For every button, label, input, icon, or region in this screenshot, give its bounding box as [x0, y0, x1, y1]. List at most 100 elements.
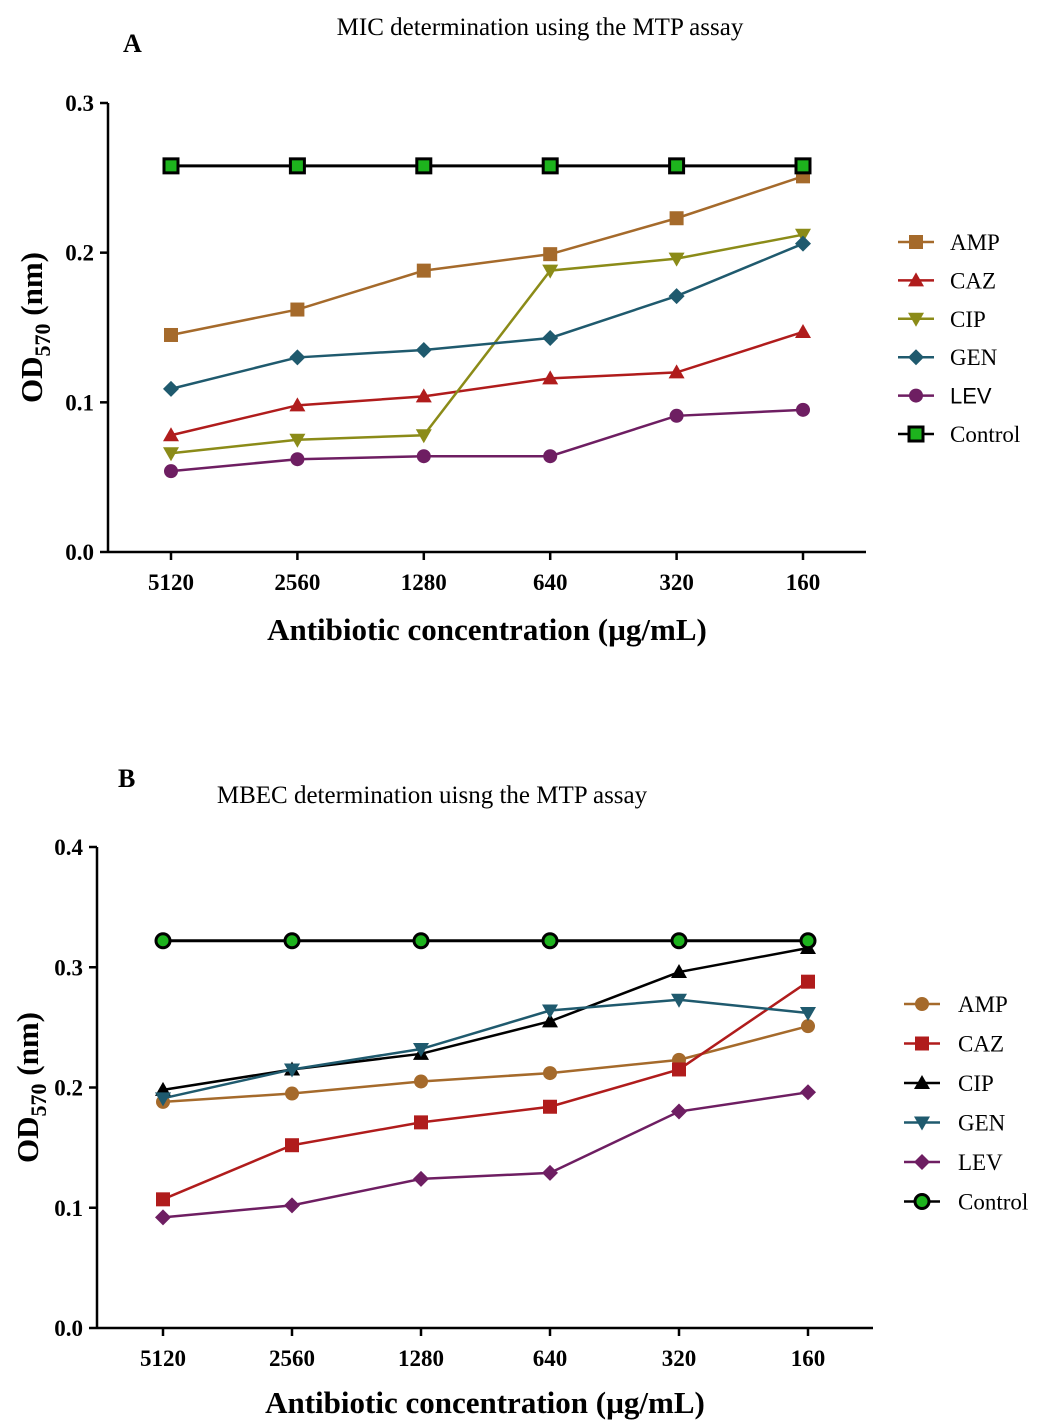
legend-marker-gen — [914, 1116, 930, 1131]
data-point-amp — [669, 211, 684, 226]
panel-letter: A — [123, 29, 142, 58]
series-gen — [163, 235, 811, 397]
x-tick-label: 640 — [533, 570, 568, 595]
data-point-caz — [414, 1115, 428, 1130]
y-axis-label-sub: 570 — [30, 323, 55, 356]
data-point-control — [541, 157, 559, 175]
legend-label-lev: LEV — [950, 384, 992, 409]
data-point-lev — [164, 464, 178, 479]
data-point-amp — [414, 1074, 428, 1089]
legend-label-cip: CIP — [958, 1071, 994, 1096]
data-point-control — [283, 932, 301, 950]
legend-label-control: Control — [950, 422, 1020, 447]
series-line-caz — [162, 980, 809, 1201]
series-gen — [155, 993, 816, 1107]
data-point-lev — [542, 1164, 558, 1181]
legend-marker-caz — [908, 272, 924, 287]
y-tick-label: 0.3 — [54, 955, 83, 980]
data-point-gen — [163, 380, 179, 397]
y-axis-label: OD570 (nm) — [14, 252, 55, 403]
data-point-caz — [543, 1099, 557, 1114]
y-tick-label: 0.3 — [65, 91, 94, 116]
data-point-gen — [284, 1063, 300, 1078]
legend-label-lev: LEV — [958, 1150, 1003, 1175]
data-point-lev — [155, 1209, 171, 1226]
legend-marker-amp — [909, 235, 923, 249]
chart-panel-b: B MBEC determination uisng the MTP assay 0… — [10, 764, 1028, 1420]
series-line-cip — [162, 946, 809, 1092]
data-point-control — [288, 157, 306, 175]
y-axis-label-sub: 570 — [26, 1083, 51, 1116]
x-tick-label: 5120 — [140, 1346, 186, 1371]
data-point-amp — [164, 327, 178, 342]
data-point-cip — [542, 1013, 558, 1028]
x-tick-label: 2560 — [269, 1346, 315, 1371]
legend: AMP CAZ CIP GEN LEV Control — [898, 230, 1020, 447]
series-lev — [155, 1084, 816, 1226]
series-line-amp — [170, 175, 804, 337]
data-point-gen — [668, 288, 685, 305]
y-tick-label: 0.1 — [65, 390, 94, 415]
data-point-control — [668, 157, 686, 175]
data-point-gen — [542, 1004, 558, 1019]
x-axis-label: Antibiotic concentration (µg/mL) — [267, 612, 707, 647]
legend-marker-lev — [909, 388, 923, 403]
data-point-gen — [289, 349, 306, 366]
data-point-amp — [543, 1066, 557, 1081]
legend-marker-cip — [908, 312, 924, 327]
y-tick-label: 0.0 — [54, 1316, 83, 1341]
legend-marker-gen — [908, 349, 924, 366]
legend: AMP CAZ CIP GEN LEV Control — [904, 992, 1028, 1215]
x-tick-label: 1280 — [398, 1346, 444, 1371]
legend-label-caz: CAZ — [950, 268, 996, 293]
data-point-control — [162, 157, 180, 175]
data-point-gen — [542, 329, 559, 346]
series-line-gen — [170, 242, 804, 391]
chart-title: MIC determination using the MTP assay — [337, 14, 744, 41]
y-axis-label-unit: (nm) — [10, 1012, 45, 1083]
series-line-lev — [162, 1091, 809, 1219]
chart-panel-a: A MIC determination using the MTP assay 0.… — [14, 14, 1020, 647]
legend-marker-cip — [914, 1075, 930, 1089]
data-point-gen — [415, 341, 432, 358]
legend-marker-amp — [915, 997, 929, 1011]
data-point-control — [415, 157, 433, 175]
data-point-control — [541, 932, 559, 950]
legend-label-caz: CAZ — [958, 1032, 1004, 1057]
x-tick-label: 320 — [662, 1346, 697, 1371]
data-point-caz — [668, 364, 685, 379]
legend-label-control: Control — [958, 1190, 1028, 1215]
series-cip — [163, 228, 811, 462]
series-line-lev — [170, 408, 804, 473]
data-point-cip — [289, 433, 306, 448]
data-point-control — [154, 932, 172, 950]
data-point-cip — [542, 264, 559, 279]
x-tick-label: 640 — [533, 1346, 568, 1371]
data-point-gen — [413, 1043, 429, 1058]
data-point-control — [670, 932, 688, 950]
x-tick-label: 160 — [791, 1346, 826, 1371]
data-point-amp — [543, 247, 558, 262]
series-amp — [164, 169, 810, 342]
panel-letter: B — [118, 764, 135, 793]
series-amp — [156, 1019, 815, 1109]
data-point-caz — [542, 370, 559, 385]
series-caz — [163, 323, 811, 442]
data-point-cip — [415, 429, 432, 444]
data-point-caz — [672, 1062, 686, 1077]
series-line-gen — [162, 998, 809, 1100]
data-point-caz — [289, 397, 306, 412]
data-point-caz — [415, 388, 432, 403]
y-axis-label: OD570 (nm) — [10, 1012, 51, 1163]
data-point-amp — [285, 1086, 299, 1101]
legend-label-gen: GEN — [950, 345, 998, 370]
data-point-lev — [800, 1084, 816, 1101]
y-tick-label: 0.4 — [54, 835, 83, 860]
y-axis-label-unit: (nm) — [14, 252, 49, 323]
data-point-gen — [155, 1092, 171, 1107]
legend-label-amp: AMP — [958, 992, 1008, 1017]
data-point-caz — [163, 427, 179, 442]
data-point-gen — [800, 1006, 816, 1021]
y-tick-label: 0.0 — [65, 540, 94, 565]
legend-marker-caz — [915, 1036, 929, 1051]
